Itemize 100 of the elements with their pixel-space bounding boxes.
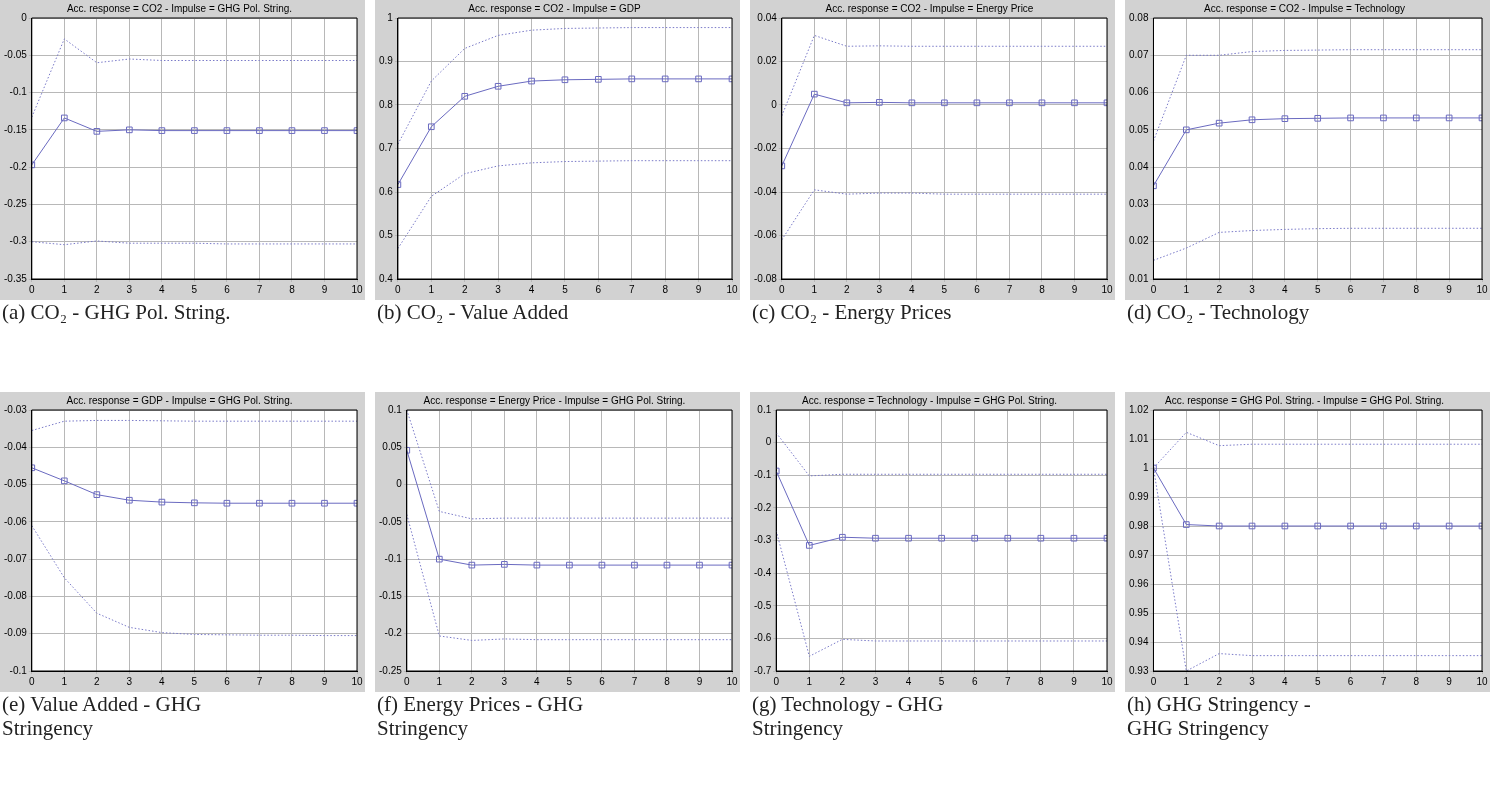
x-tick-label: 1: [806, 675, 813, 687]
point: [1281, 522, 1289, 530]
x-tick-label: 6: [974, 283, 981, 295]
x-tick-label: 10: [1101, 283, 1113, 295]
x-tick-label: 7: [256, 283, 263, 295]
point: [158, 127, 166, 134]
y-tick-label: -0.2: [9, 160, 28, 172]
point: [1380, 114, 1387, 122]
x-tick-label: 3: [1249, 675, 1256, 687]
point: [1445, 114, 1453, 122]
chart-title: Acc. response = CO2 - Impulse = GDP: [468, 2, 641, 14]
point: [843, 99, 851, 107]
x-tick-label: 1: [811, 283, 818, 295]
y-tick-label: -0.06: [754, 229, 778, 241]
point: [256, 127, 263, 134]
y-tick-label: 0.1: [387, 403, 403, 415]
line-series: [31, 525, 357, 637]
y-tick-label: -0.04: [4, 441, 28, 453]
x-tick-label: 3: [501, 675, 508, 687]
y-tick-label: -0.1: [9, 86, 28, 98]
y-tick-label: 0.96: [1128, 577, 1149, 589]
x-tick-label: 4: [528, 283, 535, 295]
point: [663, 561, 671, 569]
point: [561, 76, 569, 84]
x-tick-label: 0: [779, 283, 786, 295]
y-tick-label: 0.8: [379, 98, 394, 110]
y-tick-label: 0.95: [1128, 606, 1149, 618]
point: [435, 555, 443, 563]
y-tick-label: -0.04: [754, 185, 778, 197]
point: [93, 128, 101, 135]
point: [661, 75, 669, 83]
x-tick-label: 10: [1476, 675, 1488, 687]
point: [1445, 522, 1453, 530]
y-tick-label: 0.99: [1128, 490, 1149, 502]
point: [1215, 119, 1223, 127]
x-tick-label: 9: [1071, 675, 1078, 687]
point: [566, 561, 573, 569]
x-tick-label: 10: [351, 675, 363, 687]
x-tick-label: 5: [191, 283, 198, 295]
point: [628, 75, 636, 83]
x-tick-label: 4: [905, 675, 912, 687]
y-tick-label: -0.1: [9, 664, 28, 676]
x-tick-label: 1: [1183, 675, 1190, 687]
point: [1347, 522, 1354, 530]
y-tick-label: 0.98: [1128, 519, 1149, 531]
x-tick-label: 7: [1004, 675, 1011, 687]
y-tick-label: -0.6: [754, 632, 772, 644]
y-tick-label: -0.15: [379, 590, 403, 602]
y-tick-label: 0.04: [757, 11, 778, 23]
line-series: [31, 38, 357, 118]
x-tick-label: 7: [631, 675, 638, 687]
x-tick-label: 2: [94, 283, 101, 295]
x-tick-label: 9: [1071, 283, 1078, 295]
y-tick-label: 0.1: [757, 403, 772, 415]
y-tick-label: -0.2: [384, 627, 403, 639]
y-tick-label: 0: [771, 98, 778, 110]
y-tick-label: -0.25: [379, 664, 403, 676]
point: [810, 90, 818, 98]
point: [1006, 99, 1013, 107]
y-tick-label: -0.07: [4, 552, 28, 564]
y-tick-label: -0.03: [4, 403, 28, 415]
x-tick-label: 8: [1038, 675, 1045, 687]
x-tick-label: 1: [61, 283, 68, 295]
y-tick-label: -0.2: [754, 501, 772, 513]
point: [1182, 521, 1190, 528]
text: (a) CO₂ - GHG Pol. String.: [2, 300, 232, 324]
x-tick-label: 10: [1101, 675, 1113, 687]
x-tick-label: 6: [971, 675, 978, 687]
x-tick-label: 5: [938, 675, 945, 687]
chart-title: Acc. response = Technology - Impulse = GHG Pol. String.: [802, 394, 1057, 406]
x-tick-label: 5: [1314, 283, 1321, 295]
x-tick-label: 0: [29, 675, 36, 687]
x-tick-label: 9: [1446, 675, 1453, 687]
point: [501, 561, 508, 568]
point: [839, 533, 846, 541]
x-tick-label: 0: [29, 283, 36, 295]
x-tick-label: 0: [1150, 675, 1157, 687]
point: [1281, 115, 1289, 122]
x-tick-label: 6: [1347, 283, 1354, 295]
x-tick-label: 9: [1446, 283, 1453, 295]
point: [533, 561, 541, 569]
x-tick-label: 3: [126, 283, 133, 295]
x-tick-label: 2: [844, 283, 851, 295]
point: [598, 561, 606, 569]
x-tick-label: 10: [1476, 283, 1488, 295]
x-tick-label: 9: [321, 675, 328, 687]
x-tick-label: 7: [256, 675, 263, 687]
y-tick-label: -0.15: [4, 123, 28, 135]
y-tick-label: 0.04: [1128, 160, 1149, 172]
y-tick-label: -0.4: [754, 566, 772, 578]
text: (b) CO₂ - Value Added: [377, 300, 570, 324]
x-tick-label: 3: [1249, 283, 1256, 295]
x-tick-label: 8: [1413, 283, 1420, 295]
chart-title: Acc. response = GDP - Impulse = GHG Pol. String.: [66, 394, 293, 406]
point: [1412, 114, 1420, 122]
text: (e) Value Added - GHG Stringency: [2, 692, 203, 740]
text: (f) Energy Prices - GHG Stringency: [377, 692, 585, 740]
point: [191, 499, 198, 507]
x-tick-label: 2: [839, 675, 846, 687]
point: [1380, 522, 1387, 530]
